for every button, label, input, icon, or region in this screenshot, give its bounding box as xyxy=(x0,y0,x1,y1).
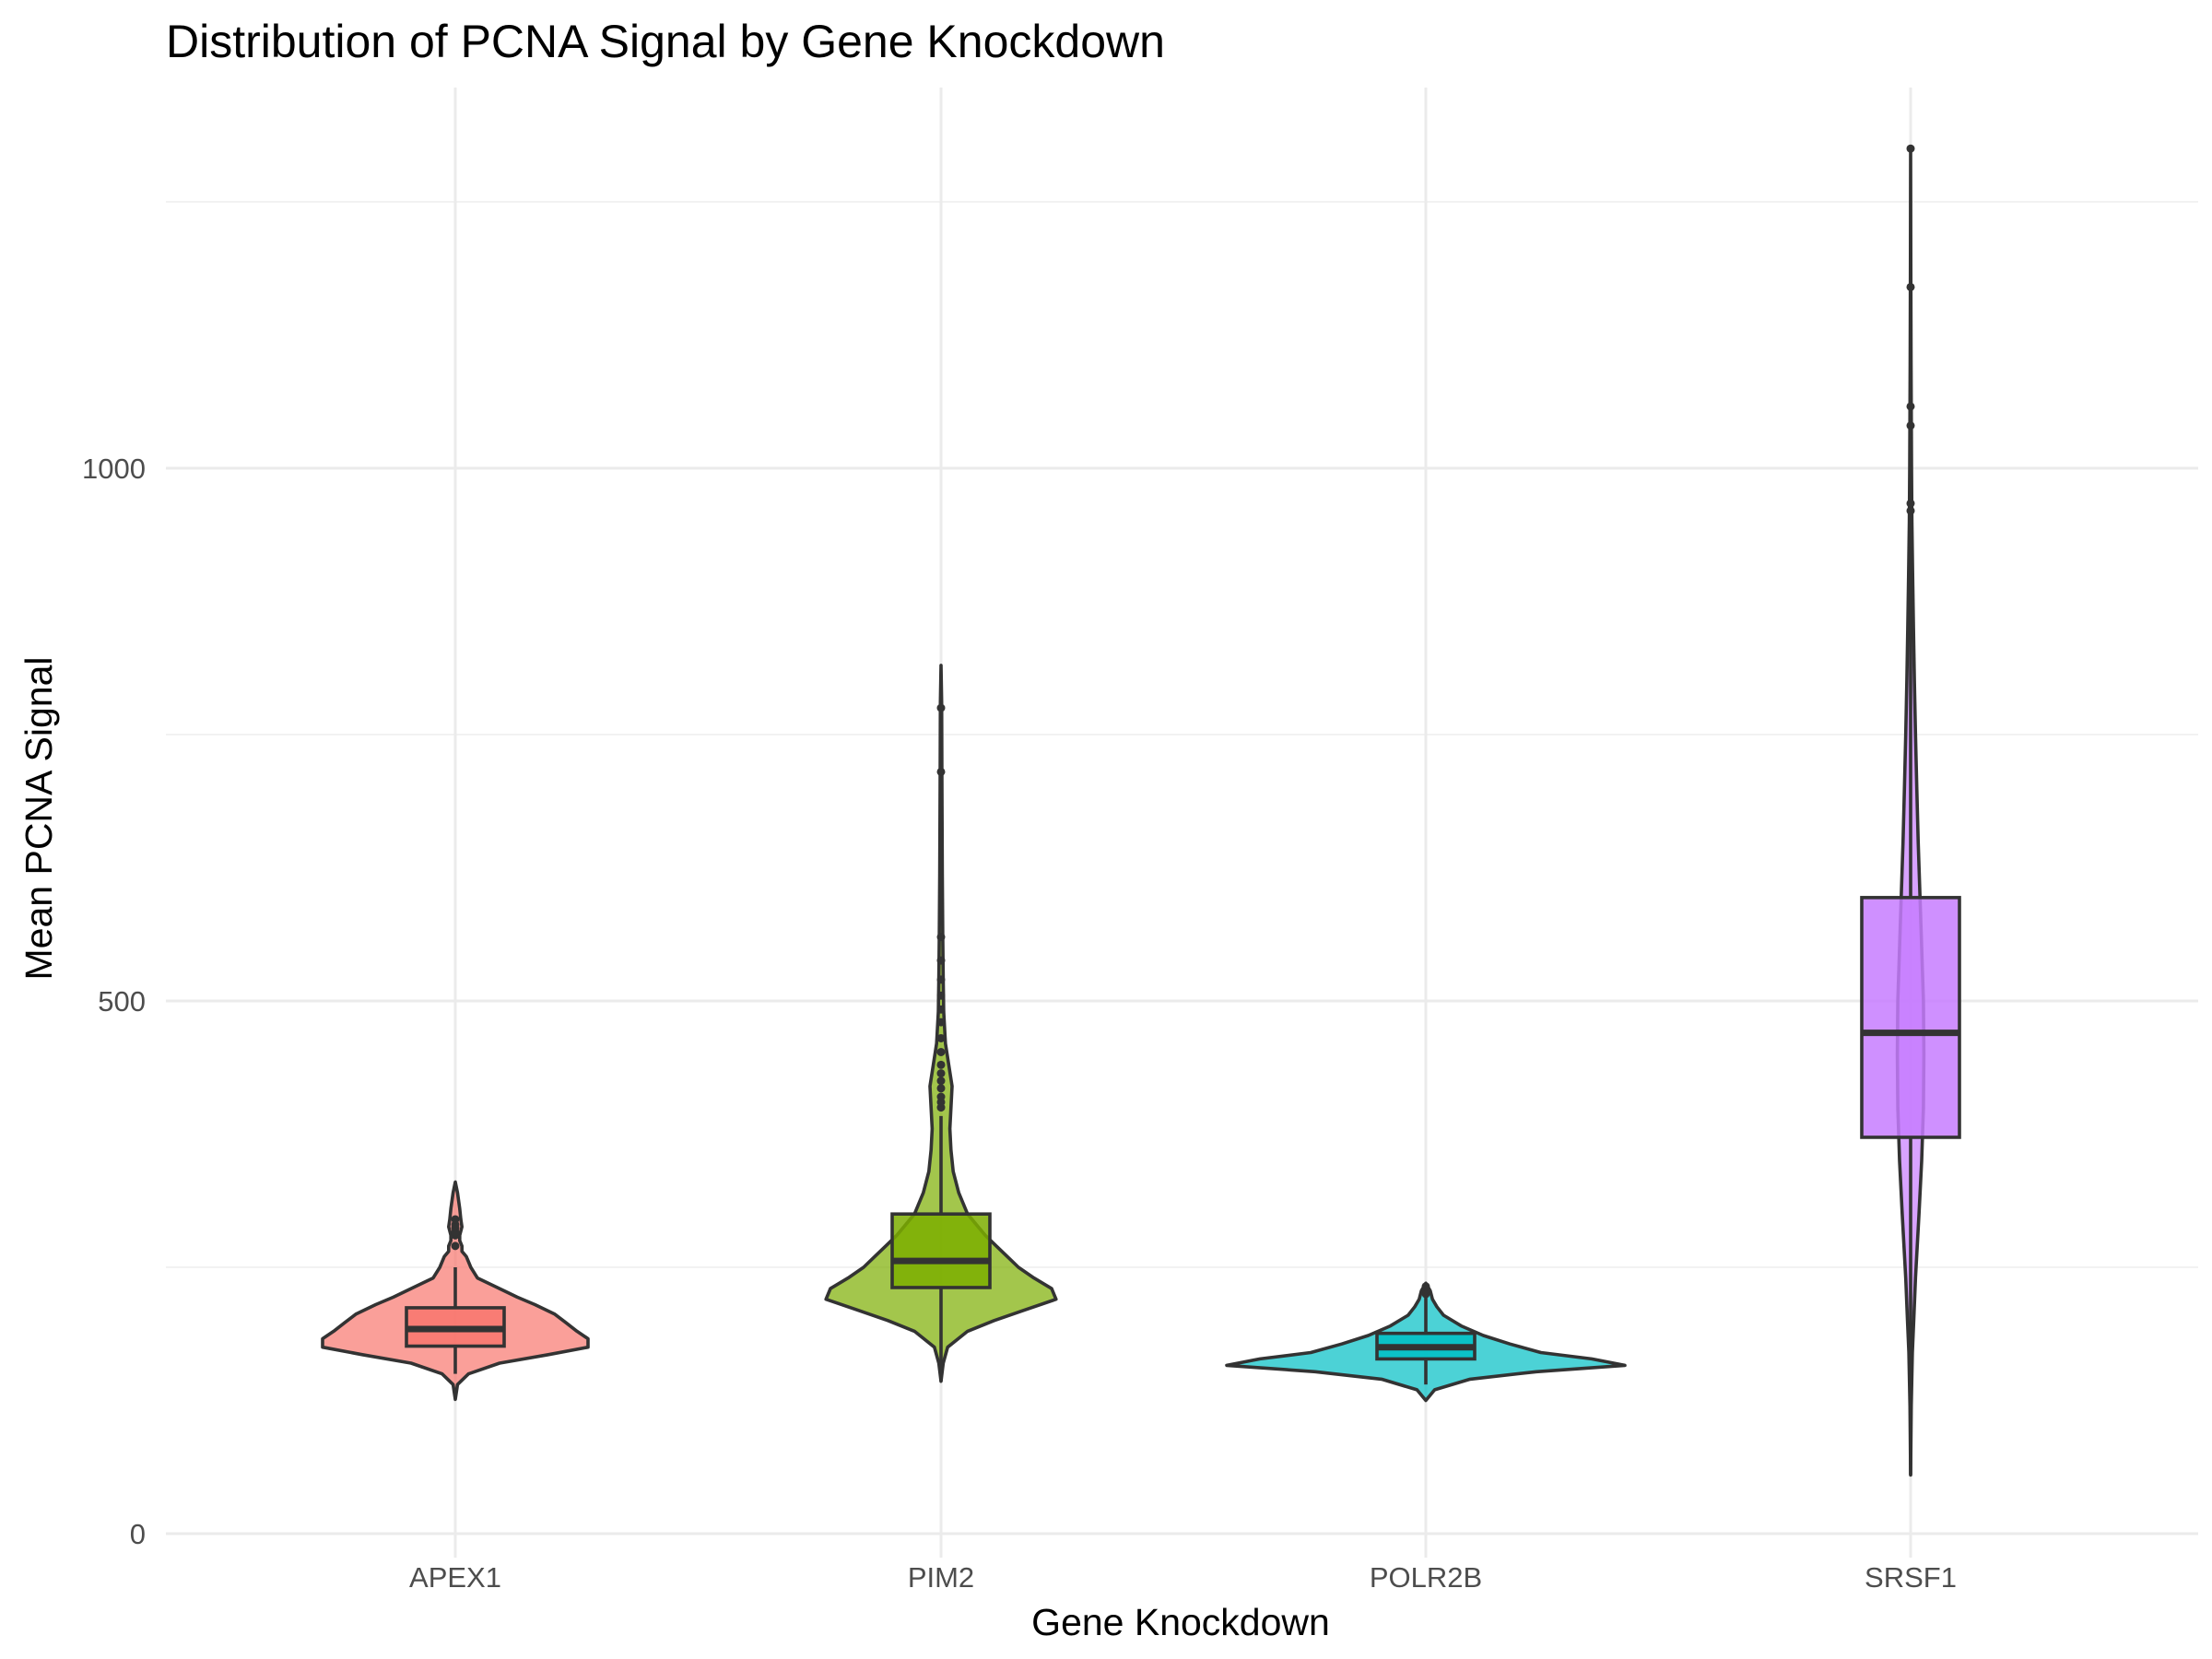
x-tick-label: PIM2 xyxy=(908,1561,974,1594)
outlier-point xyxy=(1906,402,1915,411)
outlier-point xyxy=(936,1060,946,1069)
y-tick-label: 1000 xyxy=(82,453,146,485)
outlier-point xyxy=(936,1077,946,1086)
x-tick-label: POLR2B xyxy=(1370,1561,1482,1594)
y-tick-label: 0 xyxy=(130,1518,146,1550)
outlier-point xyxy=(936,933,946,942)
tick-labels: 0 500 1000 APEX1 PIM2 POLR2B SRSF1 xyxy=(82,453,1957,1594)
boxplot-pim2 xyxy=(890,703,992,1382)
boxplots xyxy=(405,144,1961,1476)
outlier-point xyxy=(451,1241,460,1251)
box-iqr xyxy=(890,1212,992,1289)
outlier-point xyxy=(936,703,946,712)
outlier-point xyxy=(936,1018,946,1027)
outlier-point xyxy=(936,1084,946,1093)
outlier-point xyxy=(1906,506,1915,515)
outlier-point xyxy=(936,1069,946,1078)
x-tick-label: APEX1 xyxy=(409,1561,501,1594)
x-tick-label: SRSF1 xyxy=(1865,1561,1957,1594)
outlier-point xyxy=(936,1005,946,1014)
outlier-point xyxy=(1906,421,1915,430)
outlier-point xyxy=(936,975,946,984)
outlier-point xyxy=(936,767,946,776)
outlier-point xyxy=(1906,282,1915,291)
outlier-point xyxy=(1421,1282,1430,1291)
outlier-point xyxy=(936,991,946,1000)
y-tick-label: 500 xyxy=(98,985,146,1018)
chart-title: Distribution of PCNA Signal by Gene Knoc… xyxy=(166,16,1165,67)
outlier-point xyxy=(451,1215,460,1224)
outlier-point xyxy=(936,1033,946,1042)
outlier-point xyxy=(936,956,946,965)
violins xyxy=(321,147,1926,1477)
outlier-point xyxy=(1906,499,1915,508)
boxplot-srsf1 xyxy=(1860,144,1961,1476)
box-iqr xyxy=(1860,896,1961,1139)
x-axis-title: Gene Knockdown xyxy=(1031,1601,1330,1643)
outlier-point xyxy=(1906,144,1915,153)
y-axis-title: Mean PCNA Signal xyxy=(18,657,60,981)
outlier-point xyxy=(936,1092,946,1101)
boxplot-polr2b xyxy=(1375,1282,1477,1385)
outlier-point xyxy=(936,1047,946,1056)
boxplot-apex1 xyxy=(405,1215,506,1374)
